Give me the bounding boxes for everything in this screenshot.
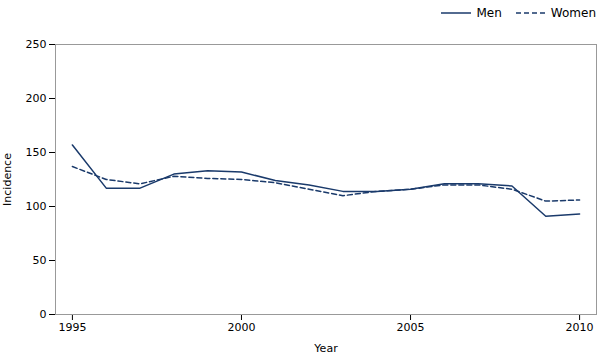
svg-text:2005: 2005 [397,321,425,334]
html-text:Men: Men [476,6,502,20]
svg-text:150: 150 [26,146,47,159]
html-text:Women: Women [550,6,596,20]
svg-text:50: 50 [33,254,47,267]
svg-text:Incidence: Incidence [1,153,14,206]
svg-text:0: 0 [40,308,47,321]
svg-text:2010: 2010 [566,321,594,334]
svg-text:2000: 2000 [227,321,255,334]
svg-text:Year: Year [313,342,338,355]
svg-text:100: 100 [26,200,47,213]
svg-text:1995: 1995 [58,321,86,334]
svg-text:200: 200 [26,92,47,105]
svg-text:250: 250 [26,38,47,51]
